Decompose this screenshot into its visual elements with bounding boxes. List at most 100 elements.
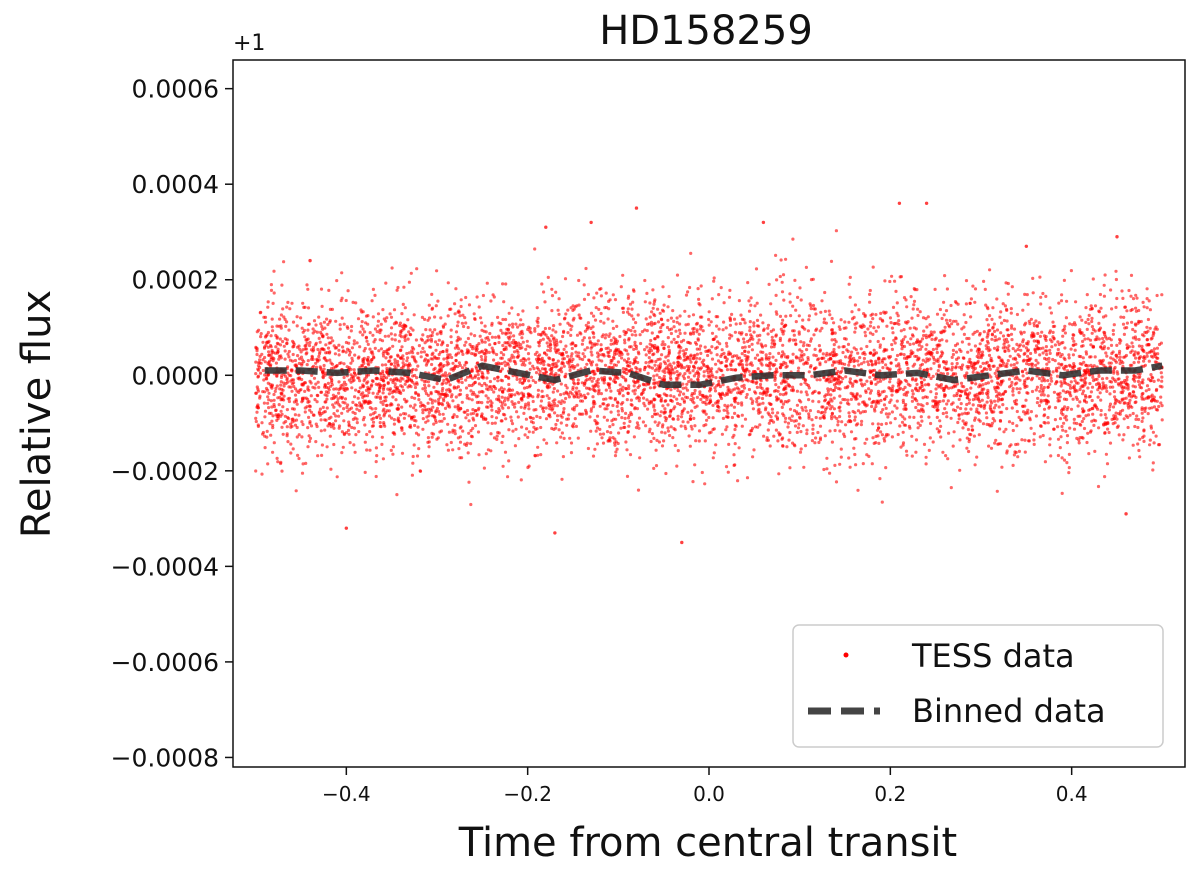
- tess-data-point: [834, 382, 839, 386]
- tess-data-point: [561, 455, 566, 459]
- tess-data-point: [577, 389, 581, 393]
- tess-data-point: [389, 326, 394, 330]
- tess-data-point: [621, 394, 625, 398]
- tess-data-point: [324, 418, 328, 422]
- tess-data-point: [879, 430, 883, 434]
- tess-data-point: [653, 363, 657, 367]
- tess-data-point: [535, 319, 539, 323]
- tess-data-point: [832, 343, 836, 347]
- tess-data-point: [323, 326, 327, 330]
- tess-data-point: [712, 427, 716, 431]
- tess-data-point: [591, 405, 596, 409]
- tess-data-point: [1155, 408, 1160, 412]
- tess-data-point: [1060, 293, 1064, 297]
- tess-data-point: [1040, 375, 1045, 379]
- tess-data-point: [1011, 421, 1015, 425]
- tess-data-point: [515, 410, 519, 414]
- tess-data-point: [592, 314, 596, 318]
- tess-data-point: [647, 356, 651, 360]
- tess-data-point: [550, 309, 554, 313]
- tess-data-point: [532, 367, 536, 371]
- tess-data-point: [432, 385, 436, 389]
- tess-data-point: [435, 269, 439, 273]
- tess-data-point: [306, 322, 310, 326]
- tess-data-point: [571, 308, 575, 312]
- tess-data-point: [922, 329, 926, 333]
- tess-data-point: [583, 348, 587, 352]
- tess-data-point: [589, 407, 594, 411]
- tess-data-point: [974, 410, 979, 414]
- tess-data-point: [584, 323, 588, 327]
- tess-data-point: [421, 417, 425, 421]
- tess-data-point: [684, 386, 688, 390]
- tess-data-point: [716, 340, 720, 344]
- tess-data-point: [813, 347, 817, 351]
- tess-data-point: [737, 387, 741, 391]
- tess-data-point: [1142, 305, 1146, 309]
- tess-data-point: [457, 309, 461, 313]
- tess-data-point: [1137, 356, 1141, 361]
- tess-data-point: [1149, 350, 1153, 354]
- tess-data-point: [504, 374, 508, 379]
- tess-data-point: [551, 390, 555, 394]
- tess-data-point: [1062, 421, 1066, 425]
- tess-data-point: [998, 410, 1002, 414]
- tess-data-point: [317, 336, 321, 340]
- tess-data-point: [971, 428, 975, 432]
- tess-data-point: [1115, 343, 1119, 347]
- tess-data-point: [1033, 350, 1038, 354]
- tess-data-point: [1039, 424, 1043, 428]
- tess-data-point: [417, 394, 421, 398]
- tess-data-point: [597, 358, 601, 362]
- tess-data-point: [337, 391, 341, 395]
- tess-data-point: [798, 286, 802, 290]
- tess-data-point: [367, 391, 371, 395]
- plot-area: 0.00060.00040.00020.0000−0.0002−0.0004−0…: [111, 59, 1186, 806]
- tess-data-point: [510, 306, 514, 310]
- tess-data-point: [615, 404, 619, 408]
- tess-data-point: [416, 364, 420, 368]
- tess-data-point: [816, 410, 820, 414]
- tess-data-point: [546, 344, 550, 348]
- tess-data-point: [578, 392, 583, 396]
- tess-data-point: [323, 410, 327, 414]
- tess-data-point: [285, 305, 289, 309]
- tess-data-point: [572, 381, 576, 385]
- tess-data-point: [428, 328, 432, 332]
- tess-data-point: [922, 378, 926, 382]
- tess-data-point: [1009, 332, 1014, 336]
- tess-data-point: [517, 400, 521, 404]
- tess-data-point: [315, 330, 319, 334]
- tess-data-point: [396, 416, 400, 420]
- tess-data-point: [692, 326, 696, 331]
- tess-data-point: [266, 345, 270, 349]
- tess-data-point: [274, 345, 278, 349]
- tess-data-point: [1086, 386, 1090, 390]
- tess-data-point: [329, 336, 333, 340]
- tess-data-point: [969, 297, 974, 301]
- tess-data-point: [993, 329, 997, 333]
- tess-data-point: [599, 294, 604, 298]
- tess-data-point: [462, 324, 466, 329]
- tess-data-point: [423, 357, 427, 361]
- tess-data-point: [499, 386, 504, 390]
- tess-data-point: [947, 386, 951, 390]
- tess-data-point: [1019, 330, 1023, 334]
- tess-data-point: [254, 372, 258, 376]
- tess-data-point: [832, 396, 836, 400]
- tess-data-point: [981, 383, 985, 387]
- tess-data-point: [931, 374, 935, 378]
- tess-data-point: [325, 397, 329, 401]
- tess-data-point: [1098, 326, 1103, 330]
- tess-data-point: [595, 291, 599, 295]
- tess-data-point: [973, 287, 978, 291]
- tess-data-point: [409, 271, 413, 275]
- tess-data-point: [589, 409, 593, 413]
- tess-data-point: [490, 323, 494, 327]
- tess-data-point: [805, 393, 809, 397]
- tess-data-point: [952, 394, 956, 398]
- tess-data-point: [583, 329, 588, 333]
- tess-data-point: [1023, 438, 1027, 442]
- tess-data-point: [547, 403, 551, 407]
- tess-data-point: [920, 389, 925, 393]
